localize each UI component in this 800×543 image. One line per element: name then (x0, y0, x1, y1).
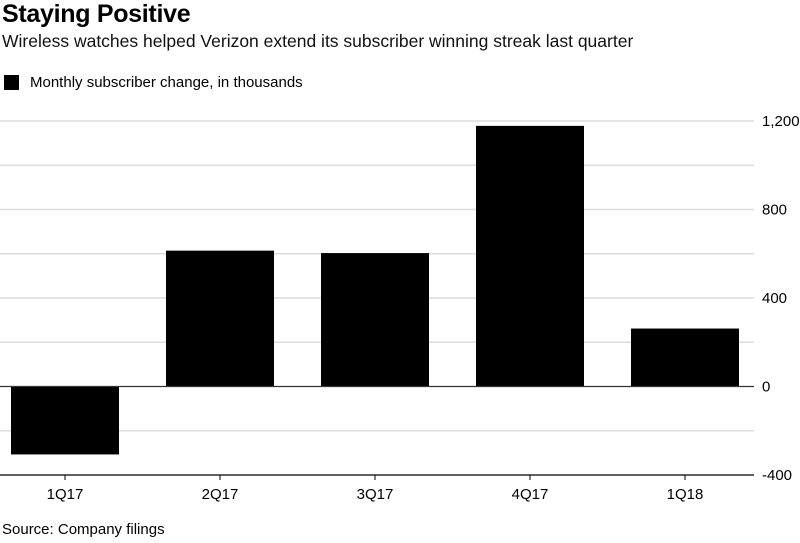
y-tick-label: 800 (762, 202, 787, 219)
y-tick-label: 1,200 (762, 113, 800, 130)
x-tick-label: 1Q17 (47, 486, 84, 503)
axes: -400 0 400 800 1,200 1Q17 2Q17 3Q17 4Q17 1Q18 (0, 113, 800, 503)
bar-2q17 (166, 250, 274, 387)
x-tick-label: 4Q17 (512, 486, 549, 503)
x-tick-label: 2Q17 (202, 486, 239, 503)
y-tick-label: 400 (762, 290, 787, 307)
legend: Monthly subscriber change, in thousands (4, 74, 303, 91)
legend-label: Monthly subscriber change, in thousands (30, 74, 303, 91)
legend-swatch (4, 75, 19, 90)
y-tick-label: 0 (762, 379, 770, 396)
bar-1q17 (11, 386, 119, 455)
bar-4q17 (476, 125, 584, 387)
x-tick-label: 3Q17 (357, 486, 394, 503)
chart-title: Staying Positive (2, 0, 191, 28)
bar-1q18 (631, 328, 739, 387)
bars (11, 125, 739, 455)
bar-3q17 (321, 253, 429, 387)
source-note: Source: Company filings (2, 521, 165, 538)
x-tick-label: 1Q18 (667, 486, 704, 503)
chart-subtitle: Wireless watches helped Verizon extend i… (2, 31, 634, 51)
y-tick-label: -400 (762, 467, 792, 484)
